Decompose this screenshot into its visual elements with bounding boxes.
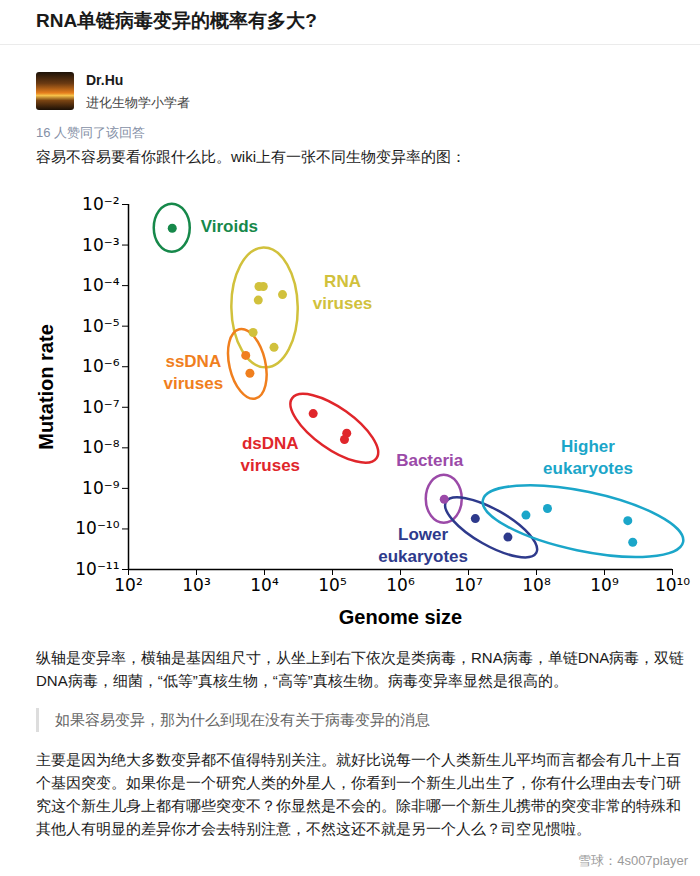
svg-text:10⁻⁵: 10⁻⁵ — [82, 316, 119, 336]
html-text:RNA单链病毒变异的概率有多大?: RNA单链病毒变异的概率有多大? — [36, 10, 317, 31]
svg-text:Bacteria: Bacteria — [396, 451, 464, 470]
html-text:主要是因为绝大多数变异都不值得特别关注。就好比说每一个人类新: 主要是因为绝大多数变异都不值得特别关注。就好比说每一个人类新生儿平均而言都会有几… — [36, 751, 681, 837]
svg-text:10⁻⁷: 10⁻⁷ — [82, 397, 120, 417]
html-text:如果容易变异，那为什么到现在没有关于病毒变异的消息: 如果容易变异，那为什么到现在没有关于病毒变异的消息 — [55, 711, 430, 728]
svg-text:10⁻⁴: 10⁻⁴ — [82, 275, 120, 295]
svg-text:10¹⁰: 10¹⁰ — [655, 575, 690, 595]
html-text:容易不容易要看你跟什么比。wiki上有一张不同生物变异率的图: 容易不容易要看你跟什么比。wiki上有一张不同生物变异率的图： — [36, 148, 466, 165]
svg-text:10³: 10³ — [182, 575, 210, 595]
svg-text:10⁸: 10⁸ — [522, 575, 551, 595]
html-text:纵轴是变异率，横轴是基因组尺寸，从坐上到右下依次是类病毒，R: 纵轴是变异率，横轴是基因组尺寸，从坐上到右下依次是类病毒，RNA病毒，单链DNA… — [36, 649, 685, 689]
svg-text:10⁷: 10⁷ — [454, 575, 483, 595]
svg-text:10⁻¹¹: 10⁻¹¹ — [75, 559, 119, 579]
svg-text:10⁹: 10⁹ — [590, 575, 619, 595]
svg-text:RNAviruses: RNAviruses — [313, 272, 373, 313]
svg-text:10⁻¹⁰: 10⁻¹⁰ — [75, 518, 119, 538]
svg-text:10⁻⁶: 10⁻⁶ — [82, 356, 120, 376]
svg-text:10⁻³: 10⁻³ — [82, 234, 119, 254]
svg-text:10⁴: 10⁴ — [250, 575, 279, 595]
svg-text:10⁻²: 10⁻² — [82, 194, 119, 214]
html-text:16 人赞同了该回答: 16 人赞同了该回答 — [36, 125, 146, 140]
svg-text:Mutation rate: Mutation rate — [35, 324, 57, 450]
html-text:Dr.Hu: Dr.Hu — [86, 72, 124, 88]
svg-text:10⁻⁹: 10⁻⁹ — [82, 478, 120, 498]
svg-text:10²: 10² — [114, 575, 142, 595]
svg-text:dsDNAviruses: dsDNAviruses — [241, 434, 301, 475]
svg-text:10⁵: 10⁵ — [318, 575, 346, 595]
svg-text:10⁻⁸: 10⁻⁸ — [82, 437, 120, 457]
svg-text:10⁶: 10⁶ — [386, 575, 415, 595]
svg-text:Lowereukaryotes: Lowereukaryotes — [378, 525, 468, 566]
html-text:雪球：4s007player: 雪球：4s007player — [578, 853, 688, 868]
svg-text:Genome size: Genome size — [339, 606, 462, 628]
html-text:进化生物学小学者: 进化生物学小学者 — [86, 95, 190, 110]
svg-text:Viroids: Viroids — [201, 217, 258, 236]
svg-text:Highereukaryotes: Highereukaryotes — [543, 437, 633, 478]
svg-text:ssDNAviruses: ssDNAviruses — [164, 352, 224, 393]
